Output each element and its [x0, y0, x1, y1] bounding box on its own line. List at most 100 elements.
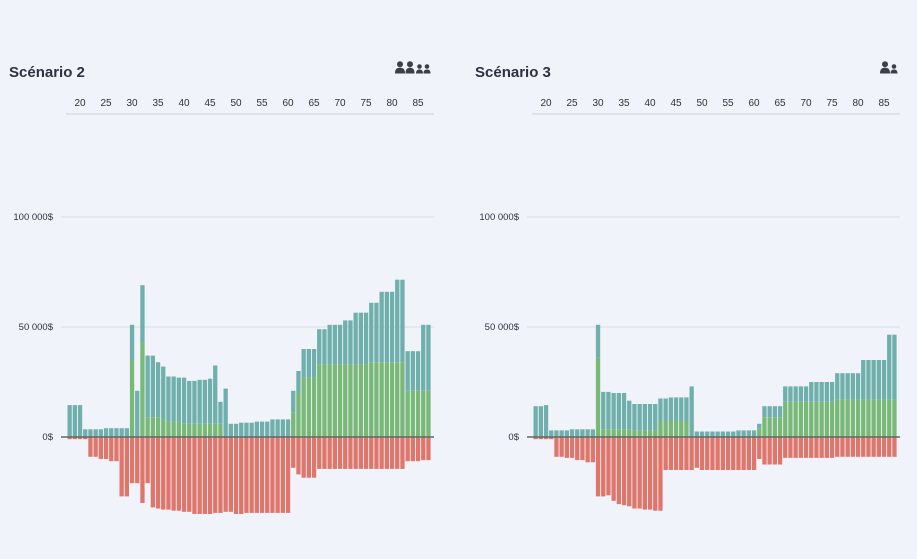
bar-teal: [343, 320, 348, 365]
x-tick-label: 30: [592, 98, 604, 109]
bar-red: [83, 437, 88, 440]
bar-green: [291, 412, 296, 437]
x-tick-label: 75: [360, 98, 372, 109]
bar-green: [845, 399, 850, 437]
bar-green: [145, 417, 150, 437]
bar-green: [803, 401, 809, 437]
bar-red: [145, 437, 150, 484]
bar-teal: [595, 324, 601, 358]
bar-green: [881, 399, 887, 437]
bar-teal: [824, 382, 829, 402]
bar-red: [181, 437, 187, 512]
bar-red: [663, 437, 668, 470]
bar-red: [311, 437, 317, 478]
bar-red: [601, 437, 606, 497]
bar-teal: [684, 397, 689, 421]
bar-teal: [114, 428, 119, 437]
bar-teal: [155, 362, 161, 418]
bar-teal: [757, 423, 762, 429]
bar-red: [270, 437, 275, 513]
bar-teal: [285, 419, 291, 437]
bar-green: [421, 390, 426, 437]
bar-red: [845, 437, 850, 457]
bar-teal: [405, 351, 410, 391]
x-tick-label: 85: [878, 98, 890, 109]
bar-red: [150, 437, 155, 508]
bar-red: [684, 437, 689, 470]
bar-red: [426, 437, 431, 461]
scenario-3-panel: Scénario 3 20 25 30 35 40 45 50 55 60 65 70 75 80 85 0…: [466, 0, 917, 559]
scenario-title: Scénario 2: [9, 64, 85, 81]
bar-red: [265, 437, 270, 513]
bar-red: [777, 437, 783, 465]
bar-red: [772, 437, 777, 465]
bar-teal: [275, 419, 280, 437]
bar-teal: [67, 405, 72, 437]
bar-teal: [549, 430, 554, 437]
bar-red: [819, 437, 824, 458]
bar-green: [595, 357, 601, 437]
bar-teal: [83, 429, 88, 437]
x-tick-label: 35: [152, 98, 164, 109]
bar-red: [218, 437, 223, 513]
bar-red: [637, 437, 642, 509]
bar-red: [855, 437, 861, 457]
bar-red: [564, 437, 569, 458]
bar-red: [197, 437, 202, 514]
bar-teal: [601, 391, 606, 430]
bar-teal: [881, 360, 887, 400]
bar-teal: [611, 393, 616, 430]
bar-teal: [223, 388, 228, 437]
x-tick-label: 70: [800, 98, 812, 109]
bar-green: [673, 420, 679, 437]
x-tick-label: 80: [386, 98, 398, 109]
bar-teal: [129, 324, 135, 360]
bar-teal: [124, 428, 129, 437]
bar-green: [871, 399, 876, 437]
bar-red: [866, 437, 871, 457]
bar-red: [291, 437, 296, 468]
bar-red: [538, 437, 543, 440]
bar-teal: [384, 291, 389, 363]
bar-red: [850, 437, 855, 457]
bar-red: [549, 437, 554, 440]
bar-red: [129, 437, 135, 484]
bar-red: [379, 437, 384, 469]
bar-red: [202, 437, 207, 514]
bar-teal: [317, 329, 322, 365]
bar-teal: [259, 421, 265, 437]
bar-teal: [192, 380, 197, 424]
bar-teal: [337, 324, 343, 365]
bar-green: [155, 417, 161, 437]
bar-teal: [803, 386, 809, 402]
bar-teal: [389, 291, 395, 363]
bar-teal: [819, 382, 824, 402]
bar-red: [363, 437, 369, 469]
bar-red: [814, 437, 819, 458]
bar-green: [332, 364, 337, 437]
bar-teal: [731, 431, 736, 437]
bar-red: [103, 437, 109, 459]
bar-red: [829, 437, 835, 458]
bar-green: [679, 420, 684, 437]
bar-red: [783, 437, 788, 458]
y-tick-label: 100 000$: [13, 212, 53, 223]
bar-green: [798, 401, 803, 437]
bar-red: [710, 437, 715, 470]
bar-teal: [322, 329, 327, 365]
bar-red: [400, 437, 405, 469]
bar-red: [176, 437, 181, 511]
x-tick-label: 40: [644, 98, 656, 109]
scenario-3-bar-chart: 20 25 30 35 40 45 50 55 60 65 70 75 80 85 0$ 50 000$ 100…: [479, 98, 900, 511]
bar-red: [187, 437, 192, 512]
bar-green: [317, 364, 322, 437]
bar-red: [632, 437, 637, 509]
bar-red: [715, 437, 720, 470]
bar-red: [72, 437, 77, 440]
bar-red: [384, 437, 389, 469]
bar-red: [124, 437, 129, 497]
bar-red: [642, 437, 647, 510]
bar-green: [829, 401, 835, 437]
bar-red: [694, 437, 699, 468]
bar-teal: [793, 386, 798, 402]
